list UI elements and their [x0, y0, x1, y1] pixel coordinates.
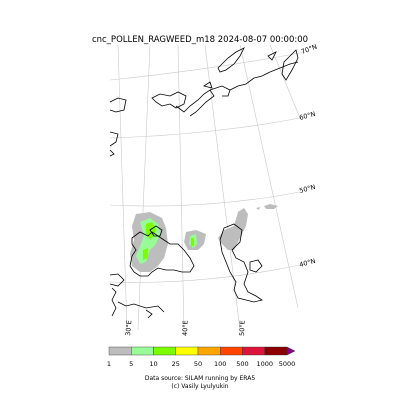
lat-label-70: 70°N — [300, 43, 318, 56]
latitude-gridlines — [109, 51, 306, 283]
colorbar-segment — [153, 346, 176, 356]
latitude-labels: 70°N 60°N 50°N 40°N — [298, 43, 318, 269]
longitude-gridlines — [117, 44, 301, 331]
longitude-labels: 30°E 40°E 50°E — [124, 320, 247, 336]
footer-credit: (c) Vasily Lyulyukin — [171, 383, 229, 390]
colorbar-tick-label: 500 — [236, 360, 249, 368]
footer-source: Data source: SILAM running by ERA5 — [144, 375, 256, 382]
colorbar-segment — [131, 346, 154, 356]
lat-label-50: 50°N — [298, 183, 316, 195]
colorbar-segment — [264, 346, 288, 356]
lon-label-40: 40°E — [181, 320, 190, 336]
colorbar — [108, 346, 296, 356]
lon-label-50: 50°E — [238, 320, 247, 336]
lat-label-60: 60°N — [298, 110, 316, 122]
colorbar-extend-arrow — [286, 346, 296, 356]
colorbar-segment — [108, 346, 132, 356]
colorbar-tick-label: 50 — [193, 360, 203, 368]
colorbar-tick-label: 100 — [214, 360, 227, 368]
coastlines — [109, 47, 299, 319]
colorbar-segment — [242, 346, 265, 356]
lon-label-30: 30°E — [124, 320, 133, 336]
map-title: cnc_POLLEN_RAGWEED_m18 2024-08-07 00:00:… — [91, 35, 309, 45]
colorbar-segment — [220, 346, 243, 356]
colorbar-tick-label: 10 — [149, 360, 158, 368]
colorbar-tick-label: 1000 — [256, 360, 274, 368]
colorbar-segment — [175, 346, 199, 356]
colorbar-tick-label: 1 — [106, 360, 112, 368]
colorbar-tick-label: 25 — [171, 360, 180, 368]
colorbar-segment — [197, 346, 221, 356]
colorbar-tick-label: 5 — [129, 360, 134, 368]
lat-label-40: 40°N — [298, 257, 316, 269]
colorbar-tick-label: 5000 — [278, 360, 296, 368]
